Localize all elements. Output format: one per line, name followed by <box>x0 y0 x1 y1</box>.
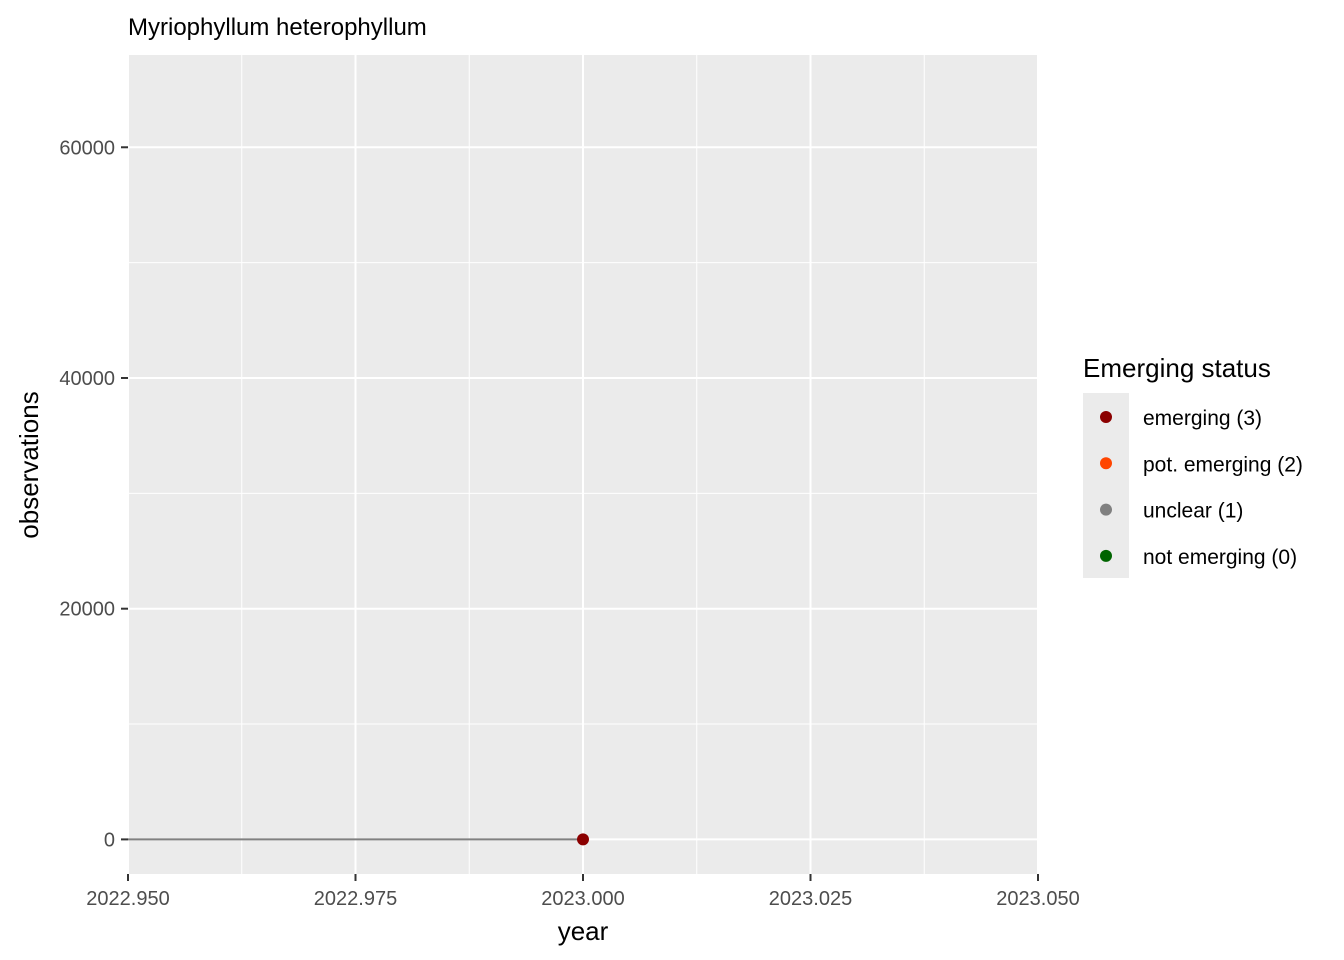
x-tick-label: 2023.025 <box>769 888 852 910</box>
legend-entry-label: unclear (1) <box>1143 500 1243 523</box>
legend-key-point <box>1100 503 1112 516</box>
y-tick-label: 60000 <box>59 137 115 159</box>
series-point-layer <box>577 833 589 846</box>
legend-entry-label: pot. emerging (2) <box>1143 453 1303 476</box>
x-tick-label: 2022.950 <box>86 888 169 910</box>
grid-lines <box>127 55 1039 874</box>
data-point <box>577 833 589 846</box>
x-axis: 2022.950 2022.975 2023.000 2023.025 2023.050 <box>86 874 1080 910</box>
legend-key-background <box>1083 393 1129 578</box>
x-tick-label: 2022.975 <box>314 888 397 910</box>
y-tick-label: 40000 <box>59 368 115 390</box>
y-axis-label: observations <box>14 391 44 538</box>
y-axis: 0 20000 40000 60000 <box>59 137 128 851</box>
legend-key-point <box>1100 549 1112 562</box>
legend-entry-label: emerging (3) <box>1143 407 1262 430</box>
legend-entries: emerging (3) pot. emerging (2) unclear (1)… <box>1100 407 1303 569</box>
legend-key-point <box>1100 411 1112 423</box>
x-axis-label: year <box>558 916 609 946</box>
legend-key-point <box>1100 457 1112 470</box>
legend-title: Emerging status <box>1083 353 1271 383</box>
x-tick-label: 2023.000 <box>541 888 624 910</box>
x-tick-label: 2023.050 <box>996 888 1079 910</box>
legend: Emerging status emerging (3) pot. emergin… <box>1083 353 1303 578</box>
legend-entry-label: not emerging (0) <box>1143 546 1297 569</box>
y-tick-label: 0 <box>104 829 115 851</box>
y-tick-label: 20000 <box>59 599 115 621</box>
chart-title: Myriophyllum heterophyllum <box>128 14 427 41</box>
